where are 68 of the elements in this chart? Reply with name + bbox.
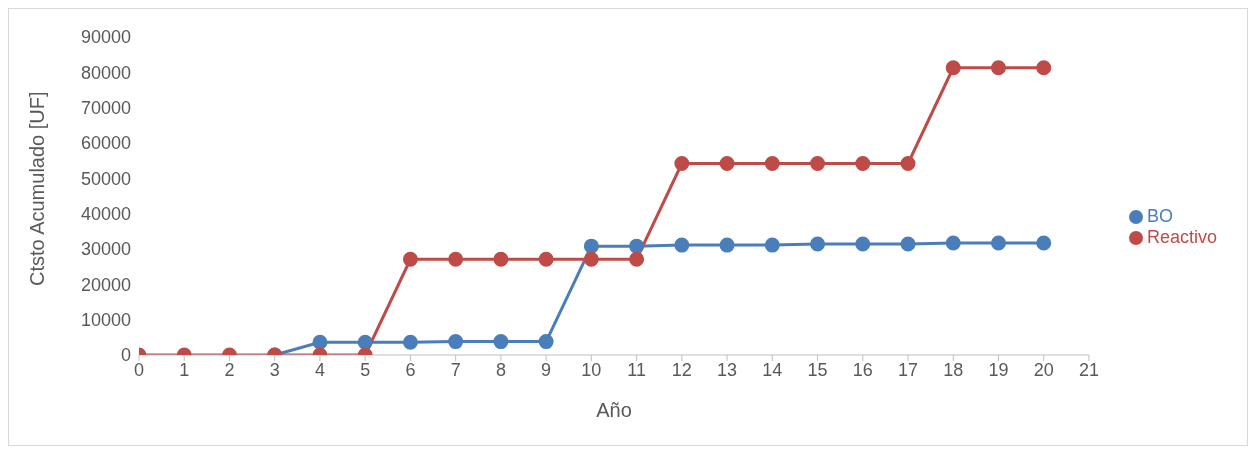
x-tick-label: 15 — [807, 359, 828, 380]
point — [357, 334, 373, 350]
point — [855, 236, 871, 252]
point — [674, 237, 690, 253]
point — [900, 236, 916, 252]
y-tick-label: 90000 — [80, 27, 131, 48]
point — [538, 334, 554, 350]
point — [629, 251, 645, 267]
point — [583, 251, 599, 267]
x-tick-label: 10 — [581, 359, 602, 380]
x-tick-label: 0 — [133, 359, 145, 380]
x-tick-label: 17 — [898, 359, 919, 380]
y-tick-label: 40000 — [80, 204, 131, 225]
y-tick-label: 30000 — [80, 239, 131, 260]
x-tick-label: 3 — [269, 359, 280, 380]
x-tick-label: 16 — [852, 359, 873, 380]
x-tick-label: 21 — [1078, 359, 1099, 380]
x-tick-label: 4 — [314, 359, 325, 380]
point — [629, 238, 645, 254]
x-tick-label: 1 — [179, 359, 190, 380]
point — [945, 235, 961, 251]
point — [583, 238, 599, 254]
x-tick-label: 11 — [627, 359, 646, 380]
y-tick-label: 20000 — [80, 274, 131, 295]
x-tick-label: 12 — [671, 359, 692, 380]
point — [1036, 60, 1052, 76]
x-tick-label: 5 — [360, 359, 371, 380]
x-tick-label: 14 — [762, 359, 783, 380]
y-tick-label: 50000 — [80, 168, 131, 189]
point — [855, 155, 871, 171]
y-tick-label: 80000 — [80, 62, 131, 83]
y-tick-label: 10000 — [80, 310, 131, 331]
point — [991, 60, 1006, 76]
point — [719, 155, 735, 171]
y-tick-label: 70000 — [80, 98, 131, 119]
point — [719, 237, 735, 253]
legend-label: Reactivo — [1146, 227, 1217, 247]
point — [674, 155, 690, 171]
point — [945, 60, 961, 76]
point — [493, 334, 509, 350]
point — [764, 155, 780, 171]
x-tick-label: 19 — [988, 359, 1009, 380]
point — [1036, 235, 1052, 251]
point — [991, 235, 1006, 251]
x-tick-label: 7 — [450, 359, 461, 380]
point — [402, 251, 418, 267]
point — [764, 237, 780, 253]
y-axis-title: Ctsto Acumulado [UF] — [26, 91, 49, 286]
point — [538, 251, 554, 267]
legend-label: BO — [1146, 206, 1173, 226]
point — [810, 236, 826, 252]
y-tick-label: 0 — [120, 345, 131, 366]
x-tick-label: 18 — [943, 359, 964, 380]
x-tick-label: 9 — [541, 359, 552, 380]
x-tick-label: 8 — [495, 359, 506, 380]
point — [312, 334, 328, 350]
point — [810, 155, 826, 171]
x-tick-label: 20 — [1033, 359, 1054, 380]
x-tick-label: 2 — [224, 359, 235, 380]
x-axis-title: Año — [596, 399, 632, 421]
point — [448, 251, 464, 267]
point — [493, 251, 509, 267]
point — [900, 155, 916, 171]
point — [402, 334, 418, 350]
x-tick-label: 13 — [717, 359, 738, 380]
x-tick-label: 6 — [405, 359, 416, 380]
point — [448, 334, 464, 350]
y-tick-label: 60000 — [80, 133, 131, 154]
